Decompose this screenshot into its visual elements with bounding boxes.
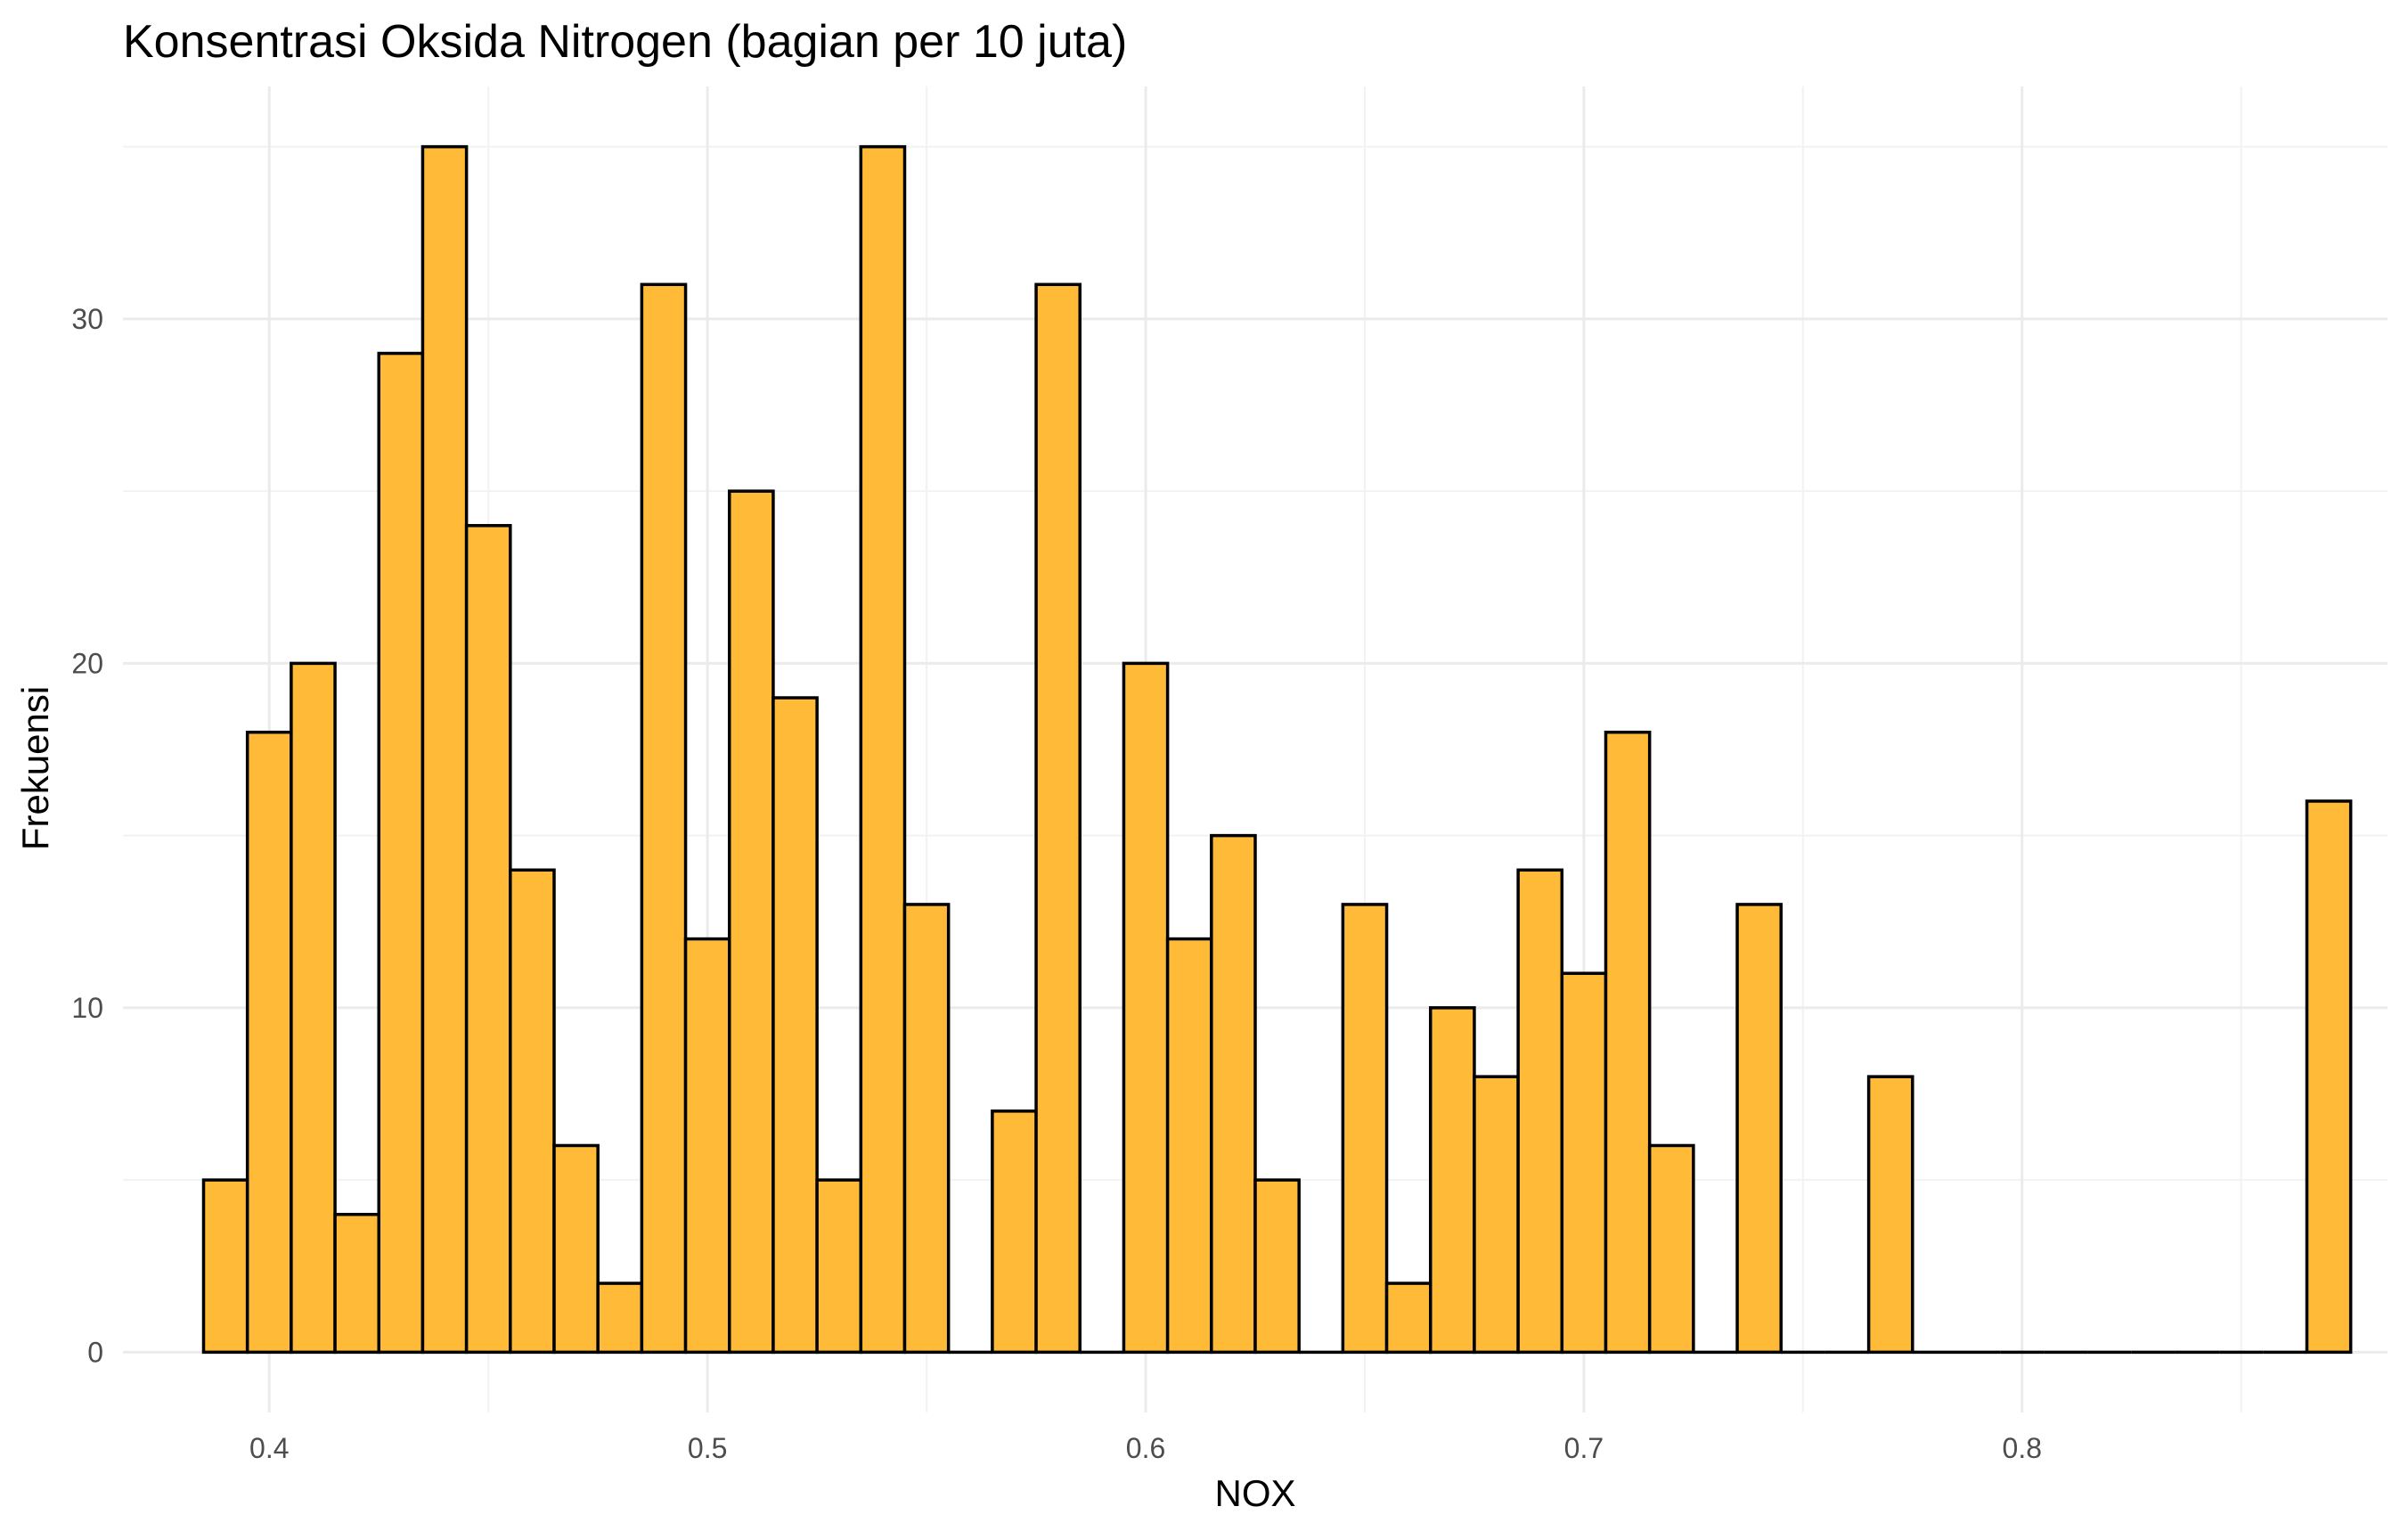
histogram-bar	[1165, 937, 1213, 1355]
histogram-bar	[902, 903, 951, 1355]
x-axis-ticks: 0.4 0.5 0.6 0.7 0.8	[249, 1432, 2042, 1464]
histogram-bar	[201, 1178, 249, 1355]
histogram-bar	[683, 937, 731, 1355]
y-axis-title: Frekuensi	[14, 686, 56, 850]
histogram-bar	[1210, 833, 1257, 1355]
histogram-bar	[245, 730, 293, 1355]
x-tick-label: 0.5	[688, 1432, 727, 1464]
y-tick-label: 20	[71, 647, 103, 679]
histogram-bar	[1647, 1143, 1695, 1355]
histogram-bar	[1341, 903, 1389, 1355]
histogram-bar	[552, 1143, 600, 1355]
x-axis-title: NOX	[1214, 1472, 1295, 1514]
histogram-bar	[1428, 1006, 1476, 1355]
histogram-bar	[1735, 903, 1783, 1355]
histogram-bar	[596, 1281, 644, 1355]
histogram-bar	[290, 661, 337, 1355]
y-tick-label: 10	[71, 992, 103, 1024]
histogram-bar	[2305, 799, 2353, 1355]
grid-lines	[123, 86, 2388, 1412]
histogram-bar	[420, 144, 469, 1355]
histogram-bar	[640, 282, 688, 1355]
histogram-bar	[1604, 730, 1652, 1355]
x-tick-label: 0.7	[1564, 1432, 1604, 1464]
x-tick-label: 0.8	[2003, 1432, 2042, 1464]
histogram-bar	[1034, 282, 1082, 1355]
histogram-bar	[991, 1109, 1038, 1355]
x-tick-label: 0.6	[1126, 1432, 1165, 1464]
y-axis-ticks: 0 10 20 30	[71, 303, 103, 1368]
histogram-bar	[509, 868, 556, 1355]
histogram-bar	[1516, 868, 1564, 1355]
histogram-bar	[1473, 1075, 1520, 1355]
histogram-bars	[201, 144, 2353, 1355]
histogram-bar	[1384, 1281, 1433, 1355]
histogram-bar	[728, 489, 775, 1355]
histogram-bar	[1122, 661, 1170, 1355]
histogram-bar	[464, 524, 512, 1355]
chart-title: Konsentrasi Oksida Nitrogen (bagian per …	[123, 16, 1127, 68]
histogram-bar	[1866, 1075, 1914, 1355]
x-tick-label: 0.4	[249, 1432, 289, 1464]
y-tick-label: 0	[87, 1336, 103, 1368]
histogram-bar	[333, 1213, 381, 1355]
histogram-bar	[771, 696, 819, 1355]
histogram-bar	[1560, 971, 1608, 1355]
histogram-bar	[815, 1178, 863, 1355]
histogram-bar	[377, 351, 425, 1355]
histogram-bar	[1253, 1178, 1301, 1355]
y-tick-label: 30	[71, 303, 103, 335]
histogram-bar	[859, 144, 907, 1355]
